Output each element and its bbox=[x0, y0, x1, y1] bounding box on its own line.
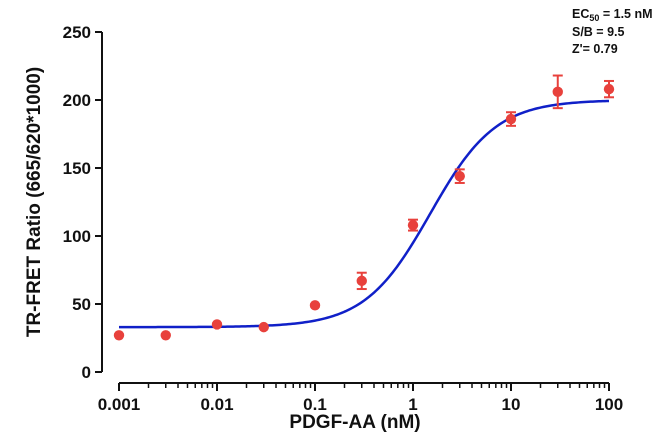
point-marker bbox=[258, 321, 269, 333]
y-tick-label: 0 bbox=[82, 363, 91, 382]
point-marker bbox=[356, 275, 367, 287]
point-marker bbox=[454, 170, 465, 182]
data-point bbox=[603, 79, 615, 99]
y-tick-label: 200 bbox=[63, 91, 91, 110]
data-point bbox=[258, 321, 269, 333]
y-tick-label: 250 bbox=[63, 23, 91, 42]
z-prime-annotation: Z'= 0.79 bbox=[572, 42, 618, 56]
data-point bbox=[454, 168, 465, 184]
y-axis-title: TR-FRET Ratio (665/620*1000) bbox=[24, 67, 45, 337]
data-point bbox=[356, 271, 367, 291]
point-marker bbox=[603, 83, 615, 95]
data-point bbox=[211, 319, 223, 330]
data-point bbox=[309, 300, 321, 311]
x-tick-label: 0.001 bbox=[98, 395, 141, 414]
y-tick-label: 100 bbox=[63, 227, 91, 246]
x-axis: 0.001 0.01 0.1 1 10 100 bbox=[98, 382, 623, 414]
data-point bbox=[407, 218, 419, 232]
data-point bbox=[113, 330, 125, 341]
y-tick-label: 50 bbox=[72, 295, 91, 314]
point-marker bbox=[113, 330, 125, 341]
point-marker bbox=[505, 113, 517, 125]
point-marker bbox=[407, 219, 419, 231]
x-tick-label: 100 bbox=[595, 395, 623, 414]
point-marker bbox=[309, 300, 321, 311]
point-marker bbox=[160, 330, 171, 341]
annotation-block: EC50 = 1.5 nM S/B = 9.5 Z'= 0.79 bbox=[572, 7, 653, 56]
point-marker bbox=[211, 319, 223, 330]
point-marker bbox=[552, 86, 563, 98]
ec50-annotation: EC50 = 1.5 nM bbox=[572, 7, 653, 23]
fit-curve bbox=[119, 99, 610, 329]
data-point bbox=[160, 330, 171, 341]
y-axis: 0 50 100 150 200 250 bbox=[63, 23, 103, 382]
data-point bbox=[552, 74, 563, 110]
x-axis-title: PDGF-AA (nM) bbox=[289, 412, 420, 433]
x-tick-label: 1 bbox=[408, 395, 417, 414]
x-tick-label: 10 bbox=[502, 395, 521, 414]
y-tick-label: 150 bbox=[63, 159, 91, 178]
data-points bbox=[113, 74, 615, 341]
data-point bbox=[505, 111, 517, 127]
x-tick-label: 0.1 bbox=[303, 395, 327, 414]
x-tick-label: 0.01 bbox=[200, 395, 233, 414]
sb-annotation: S/B = 9.5 bbox=[572, 25, 625, 39]
